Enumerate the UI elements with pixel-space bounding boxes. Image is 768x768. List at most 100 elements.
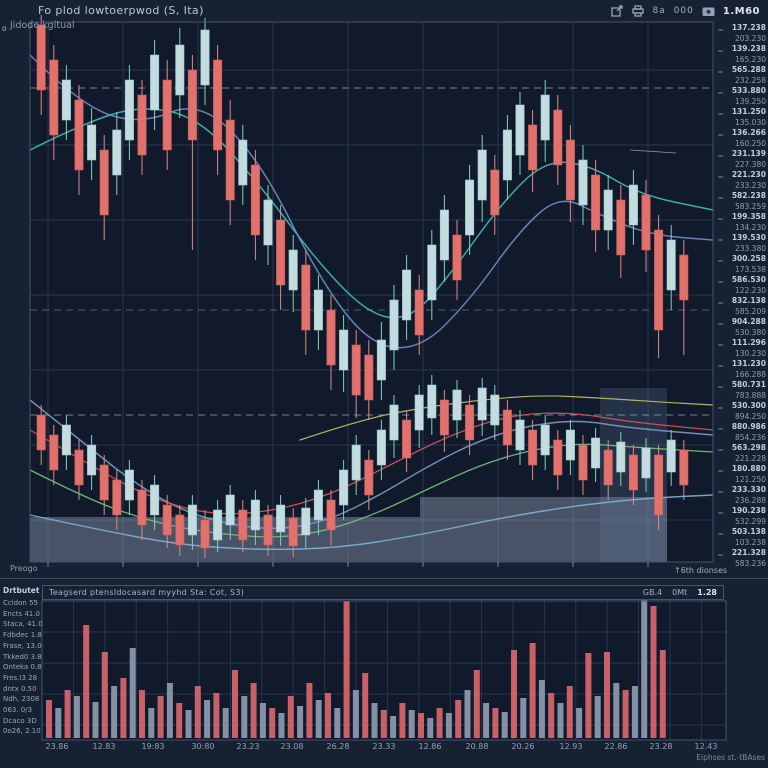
candle-up: [61, 79, 71, 121]
price-label: 586.530: [731, 275, 766, 284]
volume-bar: [445, 713, 452, 738]
volume-bar: [371, 703, 378, 738]
volume-bar: [641, 600, 648, 738]
main-footer-right: ↑6th dionses: [674, 566, 728, 575]
price-label: 203.230: [734, 33, 766, 43]
toolbar-label-000[interactable]: 000: [673, 6, 694, 16]
time-axis-label: 23.23: [236, 742, 260, 751]
price-label: 300.258: [731, 254, 766, 263]
candle-up: [87, 444, 97, 476]
volume-bar: [325, 693, 331, 738]
volume-bar: [622, 690, 629, 738]
candle-up: [187, 504, 197, 536]
volume-sidebar-header: Drtbutet: [3, 586, 40, 595]
candle-up: [313, 489, 323, 521]
candle-down: [137, 489, 147, 526]
candle-up: [641, 447, 651, 479]
candle-down: [351, 344, 361, 396]
candle-down: [263, 514, 273, 546]
price-label: 131.250: [731, 107, 766, 116]
price-label: 111.296: [731, 338, 766, 347]
candle-up: [452, 389, 462, 421]
candle-down: [679, 254, 689, 301]
price-label: 139.250: [734, 96, 766, 106]
candle-down: [326, 309, 336, 366]
price-label: 221.328: [731, 548, 766, 557]
candle-down: [213, 59, 223, 151]
price-label: 530.300: [731, 401, 766, 410]
candle-up: [439, 209, 449, 261]
sidebar-stat-item: Ccldon 55: [3, 599, 38, 607]
price-label: 165.230: [734, 54, 766, 64]
volume-bar: [594, 696, 601, 738]
volume-bar: [185, 710, 192, 738]
share-button[interactable]: [611, 5, 624, 17]
price-label: 227.380: [734, 159, 766, 169]
candle-up: [87, 124, 97, 161]
candle-down: [74, 449, 84, 486]
price-label: 221.228: [734, 453, 766, 463]
volume-bar: [204, 700, 211, 738]
volume-bar: [585, 653, 592, 738]
sidebar-stat-item: Frase, 13.0: [3, 641, 42, 650]
volume-bar: [576, 708, 583, 738]
sidebar-stat-item: Fres.I3 28: [3, 673, 38, 682]
price-label: 854.236: [734, 432, 766, 442]
price-label: 880.986: [731, 422, 766, 431]
print-button[interactable]: [632, 5, 645, 17]
candle-up: [61, 424, 71, 456]
volume-bar: [529, 643, 536, 738]
ma-yellow: [299, 395, 714, 441]
volume-title: Teagserd ptensldocasard myyhd Sta: Cot, …: [49, 588, 245, 597]
time-axis-label: 20.26: [511, 742, 535, 751]
price-label: 221.230: [731, 170, 766, 179]
price-label: 832.138: [731, 296, 766, 305]
candle-up: [427, 244, 437, 301]
candle-up: [490, 394, 500, 426]
candle-up: [603, 189, 613, 231]
candle-up: [250, 499, 260, 531]
candle-down: [175, 514, 185, 546]
volume-bar: [492, 708, 499, 738]
sidebar-stat-item: Tkked0 3.8: [3, 652, 42, 661]
sidebar-stat-item: 063. 0/3: [3, 706, 33, 715]
candle-up: [150, 484, 160, 516]
time-axis-label: 23.86: [45, 742, 69, 751]
volume-bar: [548, 693, 555, 738]
volume-bar: [232, 670, 238, 738]
candle-down: [99, 149, 109, 216]
volume-bar: [287, 696, 294, 738]
price-axis: 137.238 203.230 139.238 165.230 565.288 232.2…: [720, 0, 767, 768]
candle-down: [74, 99, 84, 171]
volume-bar: [334, 708, 341, 738]
volume-bar: [269, 708, 276, 738]
price-label: 231.139: [731, 149, 766, 158]
pointer-line: [629, 149, 677, 154]
volume-bar: [194, 686, 201, 738]
candle-up: [515, 419, 525, 451]
volume-stat-3: 1.28: [697, 588, 717, 597]
sidebar-stat-item: dntx 0.50: [3, 684, 37, 693]
price-label: 233.380: [734, 243, 766, 253]
candle-down: [364, 459, 374, 496]
volume-bar: [557, 703, 564, 738]
candle-up: [351, 444, 361, 481]
candle-down: [679, 449, 689, 486]
price-label: 173.538: [734, 264, 766, 274]
volume-bar: [380, 710, 387, 738]
camera-icon: [702, 7, 715, 16]
volume-bar: [315, 700, 322, 738]
candle-up: [402, 269, 412, 321]
candle-down: [238, 509, 248, 541]
time-axis-label: 23.28: [649, 742, 673, 751]
volume-stats: GB.4 0Mt 1.28: [643, 588, 717, 597]
volume-bar: [259, 703, 266, 738]
volume-bar: [46, 700, 52, 738]
sidebar-stat-item: Staca, 41.0: [3, 620, 43, 629]
candle-down: [288, 517, 298, 547]
toolbar-label-8a[interactable]: 8a: [652, 6, 666, 16]
snapshot-button[interactable]: [702, 6, 715, 17]
price-label: 582.238: [731, 191, 766, 200]
candle-down: [528, 429, 538, 466]
